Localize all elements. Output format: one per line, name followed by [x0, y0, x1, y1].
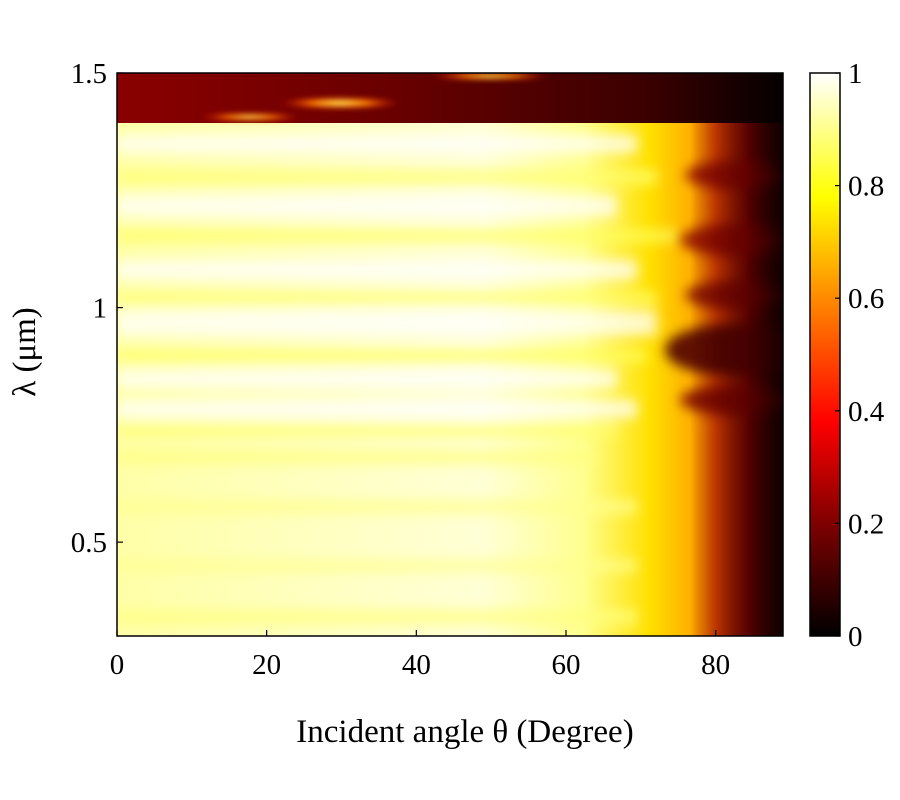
colorbar-ticks: 0 0.2 0.4 0.6 0.8 1 [835, 58, 885, 653]
colorbar-tick-label: 1 [848, 58, 863, 90]
x-tick-label: 0 [110, 649, 125, 681]
colorbar-tick-label: 0.4 [848, 396, 885, 428]
y-axis-ticks: 0.5 1 1.5 [71, 58, 123, 559]
heatmap-plot-area [117, 73, 783, 636]
x-axis-ticks: 0 20 40 60 80 [110, 630, 730, 681]
heatmap-fringes [117, 135, 677, 624]
colorbar-tick-label: 0 [848, 621, 863, 653]
colorbar-tick-label: 0.8 [848, 171, 884, 203]
x-axis-label: Incident angle θ (Degree) [296, 714, 633, 750]
x-tick-label: 20 [252, 649, 281, 681]
y-axis-label: λ (μm) [7, 307, 43, 397]
x-tick-label: 60 [551, 649, 580, 681]
y-tick-label: 1 [93, 293, 108, 325]
x-tick-label: 80 [701, 649, 730, 681]
colorbar-tick-label: 0.2 [848, 508, 884, 540]
plot-frame [116, 72, 784, 637]
colorbar-tick-label: 0.6 [848, 283, 884, 315]
y-tick-label: 1.5 [71, 58, 107, 90]
colorbar [809, 72, 841, 637]
x-tick-label: 40 [402, 649, 431, 681]
heatmap-top-hotspots [200, 73, 550, 121]
y-tick-label: 0.5 [71, 527, 107, 559]
